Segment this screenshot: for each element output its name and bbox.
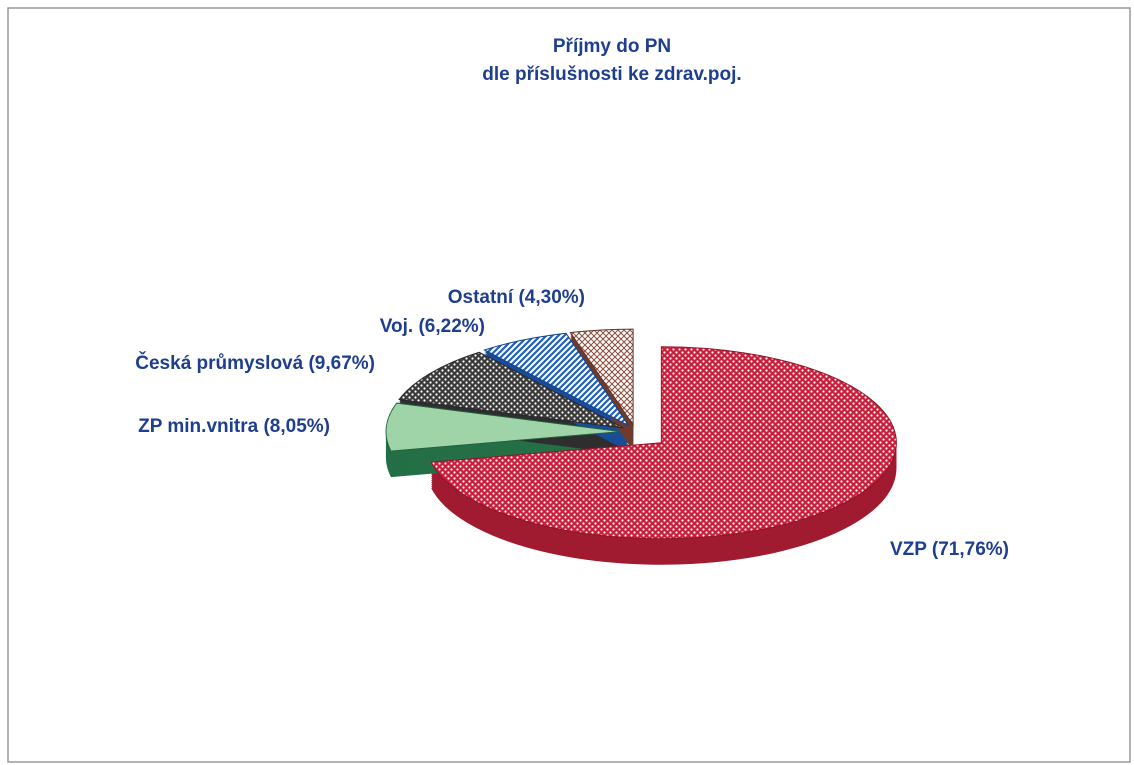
chart-title: Příjmy do PN [553,36,671,57]
slice [398,351,624,429]
data-label: VZP (71,76%) [890,539,1009,560]
slice [430,346,897,540]
slice [483,332,630,427]
chart-frame [7,7,1131,763]
data-label: Voj. (6,22%) [380,316,485,337]
data-label: ZP min.vnitra (8,05%) [138,416,330,437]
slice [385,402,622,452]
data-label: Ostatní (4,30%) [448,287,585,308]
slice [569,328,634,427]
chart-subtitle: dle příslušnosti ke zdrav.poj. [482,64,741,85]
data-label: Česká průmyslová (9,67%) [135,352,375,374]
